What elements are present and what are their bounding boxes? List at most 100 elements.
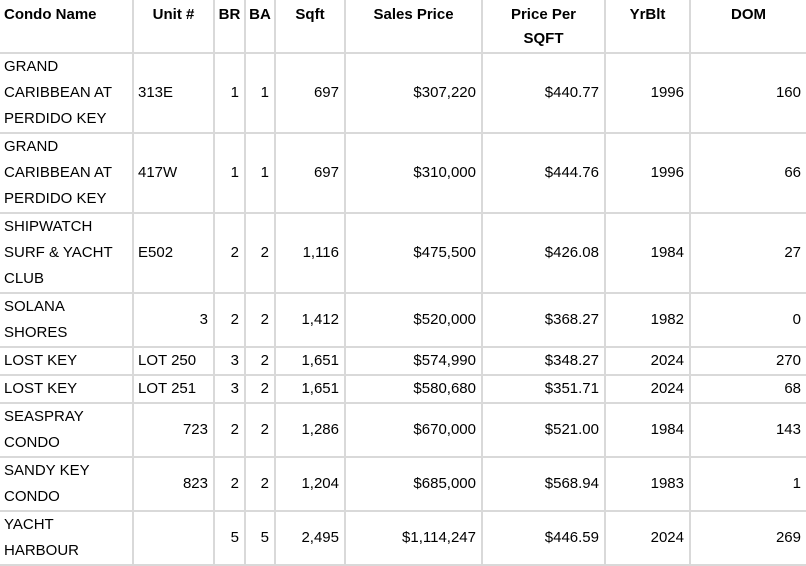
column-header-price_per_sqft[interactable]: Price Per SQFT bbox=[481, 0, 606, 54]
cell-sqft[interactable]: 697 bbox=[274, 132, 346, 214]
cell-unit[interactable]: E502 bbox=[132, 212, 215, 294]
cell-sales_price[interactable]: $310,000 bbox=[344, 132, 483, 214]
cell-dom[interactable]: 160 bbox=[689, 52, 806, 134]
cell-yrblt[interactable]: 1982 bbox=[604, 292, 691, 348]
table-row: LOST KEY LOT 251 3 2 1,651 $580,680 $351.71 202… bbox=[0, 374, 806, 404]
cell-price_per_sqft[interactable]: $426.08 bbox=[481, 212, 606, 294]
cell-sqft[interactable]: 697 bbox=[274, 52, 346, 134]
cell-name[interactable]: GRAND CARIBBEAN AT PERDIDO KEY bbox=[0, 52, 134, 134]
cell-br[interactable]: 2 bbox=[213, 402, 246, 458]
cell-unit[interactable]: 823 bbox=[132, 456, 215, 512]
cell-dom[interactable]: 269 bbox=[689, 510, 806, 566]
cell-price_per_sqft[interactable]: $446.59 bbox=[481, 510, 606, 566]
cell-sales_price[interactable]: $520,000 bbox=[344, 292, 483, 348]
cell-unit[interactable] bbox=[132, 510, 215, 566]
cell-name[interactable]: GRAND CARIBBEAN AT PERDIDO KEY bbox=[0, 132, 134, 214]
cell-price_per_sqft[interactable]: $348.27 bbox=[481, 346, 606, 376]
cell-sqft[interactable]: 1,286 bbox=[274, 402, 346, 458]
cell-yrblt[interactable]: 1984 bbox=[604, 212, 691, 294]
cell-name[interactable]: SHIPWATCH SURF & YACHT CLUB bbox=[0, 212, 134, 294]
column-header-unit[interactable]: Unit # bbox=[132, 0, 215, 54]
cell-dom[interactable]: 27 bbox=[689, 212, 806, 294]
cell-sales_price[interactable]: $1,114,247 bbox=[344, 510, 483, 566]
column-header-name[interactable]: Condo Name bbox=[0, 0, 134, 54]
column-header-label: Sales Price bbox=[373, 6, 454, 23]
cell-price_per_sqft[interactable]: $440.77 bbox=[481, 52, 606, 134]
header-row: Condo Name Unit # BR BA Sqft Sales Price Price… bbox=[0, 0, 806, 54]
cell-br[interactable]: 3 bbox=[213, 346, 246, 376]
cell-name[interactable]: YACHT HARBOUR bbox=[0, 510, 134, 566]
cell-price_per_sqft[interactable]: $444.76 bbox=[481, 132, 606, 214]
cell-sqft[interactable]: 1,116 bbox=[274, 212, 346, 294]
cell-unit[interactable]: LOT 250 bbox=[132, 346, 215, 376]
cell-ba[interactable]: 2 bbox=[244, 346, 276, 376]
table-row: SOLANA SHORES 3 2 2 1,412 $520,000 $368.27 1982… bbox=[0, 292, 806, 348]
cell-dom[interactable]: 0 bbox=[689, 292, 806, 348]
column-header-yrblt[interactable]: YrBlt bbox=[604, 0, 691, 54]
cell-ba[interactable]: 2 bbox=[244, 292, 276, 348]
cell-yrblt[interactable]: 1984 bbox=[604, 402, 691, 458]
cell-sqft[interactable]: 1,412 bbox=[274, 292, 346, 348]
cell-name[interactable]: SOLANA SHORES bbox=[0, 292, 134, 348]
column-header-label: YrBlt bbox=[629, 6, 666, 23]
cell-sqft[interactable]: 1,651 bbox=[274, 346, 346, 376]
cell-br[interactable]: 1 bbox=[213, 52, 246, 134]
cell-ba[interactable]: 2 bbox=[244, 402, 276, 458]
cell-price_per_sqft[interactable]: $568.94 bbox=[481, 456, 606, 512]
table-row: GRAND CARIBBEAN AT PERDIDO KEY 417W 1 1 697 $… bbox=[0, 132, 806, 214]
cell-sqft[interactable]: 2,495 bbox=[274, 510, 346, 566]
cell-yrblt[interactable]: 2024 bbox=[604, 510, 691, 566]
column-header-br[interactable]: BR bbox=[213, 0, 246, 54]
cell-unit[interactable]: 417W bbox=[132, 132, 215, 214]
cell-ba[interactable]: 1 bbox=[244, 52, 276, 134]
cell-name[interactable]: LOST KEY bbox=[0, 374, 134, 404]
cell-unit[interactable]: 723 bbox=[132, 402, 215, 458]
cell-name[interactable]: SANDY KEY CONDO bbox=[0, 456, 134, 512]
cell-ba[interactable]: 2 bbox=[244, 456, 276, 512]
column-header-ba[interactable]: BA bbox=[244, 0, 276, 54]
cell-br[interactable]: 3 bbox=[213, 374, 246, 404]
column-header-label: Condo Name bbox=[4, 6, 97, 23]
cell-ba[interactable]: 5 bbox=[244, 510, 276, 566]
cell-ba[interactable]: 2 bbox=[244, 212, 276, 294]
cell-name[interactable]: LOST KEY bbox=[0, 346, 134, 376]
cell-sales_price[interactable]: $580,680 bbox=[344, 374, 483, 404]
cell-ba[interactable]: 1 bbox=[244, 132, 276, 214]
column-header-sqft[interactable]: Sqft bbox=[274, 0, 346, 54]
cell-ba[interactable]: 2 bbox=[244, 374, 276, 404]
cell-price_per_sqft[interactable]: $351.71 bbox=[481, 374, 606, 404]
column-header-label: BR bbox=[218, 6, 241, 23]
cell-yrblt[interactable]: 1996 bbox=[604, 132, 691, 214]
cell-unit[interactable]: LOT 251 bbox=[132, 374, 215, 404]
cell-dom[interactable]: 68 bbox=[689, 374, 806, 404]
cell-sales_price[interactable]: $670,000 bbox=[344, 402, 483, 458]
cell-dom[interactable]: 66 bbox=[689, 132, 806, 214]
cell-name[interactable]: SEASPRAY CONDO bbox=[0, 402, 134, 458]
cell-yrblt[interactable]: 1996 bbox=[604, 52, 691, 134]
cell-dom[interactable]: 143 bbox=[689, 402, 806, 458]
column-header-dom[interactable]: DOM bbox=[689, 0, 806, 54]
cell-sales_price[interactable]: $685,000 bbox=[344, 456, 483, 512]
cell-br[interactable]: 2 bbox=[213, 292, 246, 348]
cell-price_per_sqft[interactable]: $521.00 bbox=[481, 402, 606, 458]
cell-unit[interactable]: 313E bbox=[132, 52, 215, 134]
cell-dom[interactable]: 1 bbox=[689, 456, 806, 512]
cell-yrblt[interactable]: 2024 bbox=[604, 346, 691, 376]
cell-unit[interactable]: 3 bbox=[132, 292, 215, 348]
column-header-label: Sqft bbox=[295, 6, 325, 23]
cell-sales_price[interactable]: $475,500 bbox=[344, 212, 483, 294]
cell-sqft[interactable]: 1,204 bbox=[274, 456, 346, 512]
cell-sqft[interactable]: 1,651 bbox=[274, 374, 346, 404]
cell-price_per_sqft[interactable]: $368.27 bbox=[481, 292, 606, 348]
cell-sales_price[interactable]: $574,990 bbox=[344, 346, 483, 376]
cell-br[interactable]: 5 bbox=[213, 510, 246, 566]
column-header-sales_price[interactable]: Sales Price bbox=[344, 0, 483, 54]
cell-dom[interactable]: 270 bbox=[689, 346, 806, 376]
cell-br[interactable]: 2 bbox=[213, 456, 246, 512]
cell-yrblt[interactable]: 2024 bbox=[604, 374, 691, 404]
cell-br[interactable]: 2 bbox=[213, 212, 246, 294]
cell-br[interactable]: 1 bbox=[213, 132, 246, 214]
cell-yrblt[interactable]: 1983 bbox=[604, 456, 691, 512]
cell-sales_price[interactable]: $307,220 bbox=[344, 52, 483, 134]
